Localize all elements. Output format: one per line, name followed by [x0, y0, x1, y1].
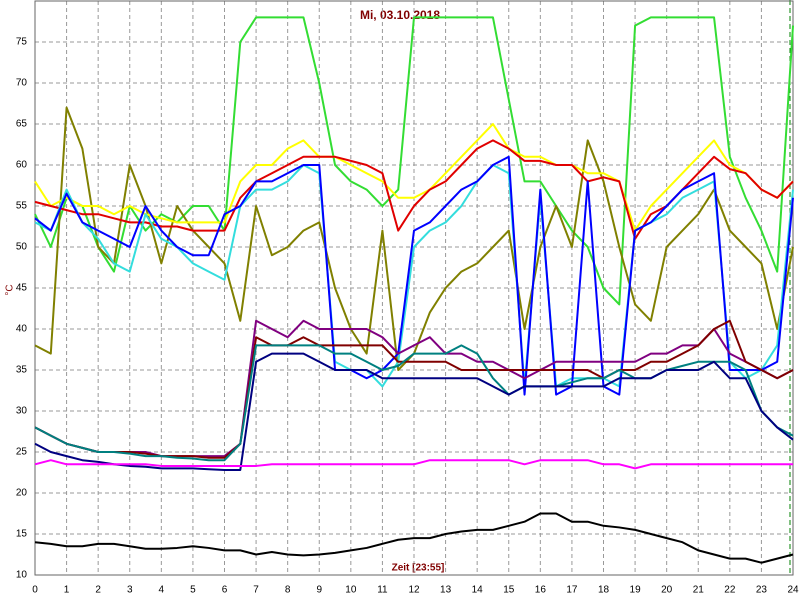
y-tick-label: 45 — [16, 283, 28, 294]
x-tick-label: 15 — [503, 585, 515, 596]
x-tick-label: 9 — [316, 585, 322, 596]
x-tick-label: 12 — [408, 585, 420, 596]
y-axis-label: °C — [5, 284, 16, 295]
x-tick-label: 8 — [285, 585, 291, 596]
x-axis-label: Zeit [23:55] — [392, 563, 445, 574]
y-tick-label: 40 — [16, 324, 28, 335]
x-tick-label: 5 — [190, 585, 196, 596]
x-tick-label: 13 — [440, 585, 452, 596]
x-tick-label: 10 — [345, 585, 357, 596]
x-tick-label: 16 — [535, 585, 547, 596]
series-line — [34, 123, 794, 232]
series-line — [34, 352, 794, 472]
y-tick-label: 55 — [16, 201, 28, 212]
y-tick-label: 70 — [16, 78, 28, 89]
series-line — [34, 459, 793, 470]
series-line — [34, 16, 794, 306]
series-line — [34, 512, 794, 564]
y-tick-label: 20 — [16, 488, 28, 499]
x-tick-label: 11 — [377, 585, 388, 596]
x-tick-label: 14 — [472, 585, 484, 596]
x-tick-label: 2 — [95, 585, 101, 596]
y-tick-label: 75 — [16, 37, 28, 48]
y-tick-label: 50 — [16, 242, 28, 253]
series-line — [34, 155, 794, 396]
y-tick-label: 15 — [16, 529, 28, 540]
y-tick-label: 65 — [16, 119, 28, 130]
x-tick-label: 17 — [566, 585, 578, 596]
x-tick-label: 22 — [724, 585, 736, 596]
y-tick-label: 10 — [16, 570, 28, 581]
y-tick-label: 30 — [16, 406, 28, 417]
x-tick-label: 3 — [127, 585, 133, 596]
x-tick-label: 4 — [159, 585, 165, 596]
x-tick-label: 21 — [693, 585, 705, 596]
x-tick-label: 18 — [598, 585, 610, 596]
x-tick-label: 6 — [222, 585, 228, 596]
x-tick-label: 24 — [787, 585, 799, 596]
x-tick-label: 1 — [64, 585, 70, 596]
x-tick-label: 0 — [32, 585, 38, 596]
x-tick-label: 7 — [253, 585, 259, 596]
y-tick-label: 35 — [16, 365, 28, 376]
y-tick-label: 25 — [16, 447, 28, 458]
chart-title: Mi, 03.10.2018 — [360, 8, 440, 22]
x-tick-label: 20 — [661, 585, 673, 596]
x-tick-label: 23 — [756, 585, 768, 596]
y-tick-label: 60 — [16, 160, 28, 171]
series-line — [34, 164, 794, 388]
x-tick-label: 19 — [630, 585, 642, 596]
plot-frame — [34, 0, 794, 576]
